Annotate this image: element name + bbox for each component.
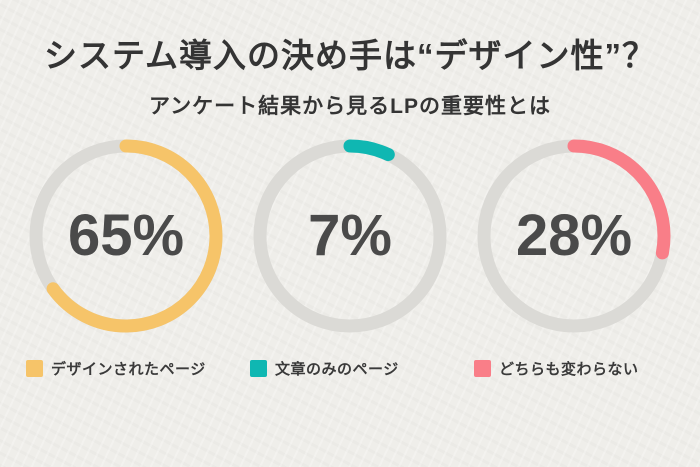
donut-value-label-designed-page: 65% <box>67 203 185 269</box>
legend-item-no-difference: どちらも変わらない <box>474 358 674 379</box>
donut-value-label-no-difference: 28% <box>515 203 633 269</box>
donut-chart-designed-page: 65% <box>26 136 226 336</box>
legend-swatch-designed-page <box>26 359 43 377</box>
legend-swatch-no-difference <box>474 359 491 377</box>
legend-label-text-only-page: 文章のみのページ <box>275 360 399 378</box>
legend-label-no-difference: どちらも変わらない <box>499 360 639 378</box>
page-title: システム導入の決め手は“デザイン性”？ <box>43 37 656 74</box>
donut-value-label-text-only-page: 7% <box>308 203 392 269</box>
donut-ring-text-only-page <box>253 139 447 333</box>
legend-swatch-text-only-page <box>250 359 267 377</box>
legend-item-designed-page: デザインされたページ <box>26 358 226 379</box>
donut-chart-no-difference: 28% <box>474 136 674 336</box>
page-subtitle: アンケート結果から見るLPの重要性とは <box>149 94 551 118</box>
donut-ring-no-difference <box>477 139 671 333</box>
donut-charts-row: 65% 7% 28% <box>0 136 700 336</box>
donut-ring-designed-page <box>29 139 223 333</box>
header: システム導入の決め手は“デザイン性”？ アンケート結果から見るLPの重要性とは <box>0 0 700 120</box>
legend-label-designed-page: デザインされたページ <box>51 360 206 378</box>
donut-chart-text-only-page: 7% <box>250 136 450 336</box>
legend: デザインされたページ 文章のみのページ どちらも変わらない <box>0 358 700 379</box>
legend-item-text-only-page: 文章のみのページ <box>250 358 450 379</box>
